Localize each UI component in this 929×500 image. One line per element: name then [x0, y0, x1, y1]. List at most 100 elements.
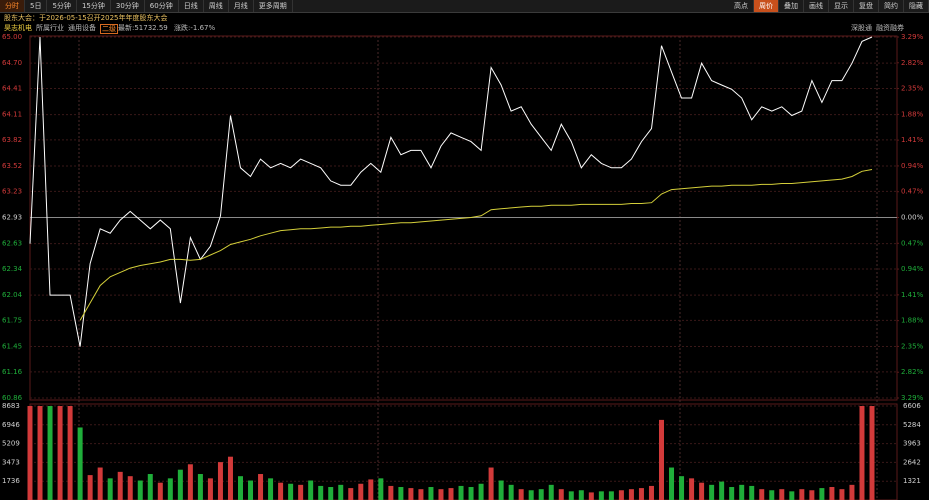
tab[interactable]: 5分钟 — [47, 0, 77, 12]
volume-bar — [27, 406, 33, 500]
industry: 通用设备 — [68, 24, 96, 32]
volume-bar — [147, 474, 153, 500]
volume-y2-tick-label: 3963 — [903, 440, 921, 448]
tab[interactable]: 画线 — [804, 0, 829, 12]
volume-bar — [839, 489, 845, 500]
volume-bar — [769, 490, 775, 500]
volume-bar — [358, 483, 364, 500]
latest: 最新:51732.59 — [118, 24, 168, 32]
volume-bar — [97, 467, 103, 500]
y2-tick-label: 3.29% — [901, 394, 924, 402]
volume-bar — [799, 489, 805, 500]
tab[interactable]: 日线 — [179, 0, 204, 12]
tab[interactable]: 显示 — [829, 0, 854, 12]
volume-bar — [869, 406, 875, 500]
volume-bar — [779, 489, 785, 500]
y-tick-label: 62.34 — [2, 265, 23, 273]
volume-bar — [528, 490, 534, 500]
volume-y2-tick-label: 5284 — [903, 421, 921, 429]
volume-bar — [578, 490, 584, 500]
volume-bar — [117, 471, 123, 500]
volume-bar — [729, 487, 735, 500]
volume-bar — [137, 480, 143, 500]
level-tag[interactable]: 二级 — [100, 24, 118, 34]
volume-bar — [638, 488, 644, 500]
volume-bar — [849, 484, 855, 500]
tab[interactable]: 周线 — [204, 0, 229, 12]
volume-bar — [177, 469, 183, 500]
tab[interactable]: 5日 — [25, 0, 48, 12]
volume-bar — [789, 491, 795, 500]
tab[interactable]: 叠加 — [779, 0, 804, 12]
industry-label: 所属行业 — [36, 24, 64, 32]
stock-name: 昊志机电 — [4, 24, 32, 32]
volume-bar — [659, 419, 664, 500]
volume-bar — [127, 476, 133, 500]
tab[interactable]: 高点 — [729, 0, 754, 12]
volume-bar — [458, 485, 464, 500]
y2-tick-label: 2.35% — [901, 85, 924, 93]
volume-tick-label: 5209 — [2, 440, 20, 448]
volume-bar — [157, 482, 163, 500]
volume-bar — [258, 474, 264, 500]
y-tick-label: 63.52 — [2, 162, 22, 170]
y2-tick-label: 1.41% — [901, 291, 924, 299]
volume-bar — [608, 491, 614, 500]
info-bar: 昊志机电 所属行业 通用设备 二级 最新:51732.59 涨跌:-1.67% … — [0, 23, 929, 34]
y2-tick-label: 0.47% — [901, 188, 924, 196]
volume-bar — [648, 485, 654, 500]
y-tick-label: 61.75 — [2, 316, 22, 324]
volume-tick-label: 8683 — [2, 402, 20, 410]
y-tick-label: 61.16 — [2, 368, 23, 376]
y2-tick-label: 3.29% — [901, 33, 924, 41]
volume-bar — [518, 489, 524, 500]
tab[interactable]: 更多周期 — [254, 0, 293, 12]
volume-bar — [77, 427, 83, 500]
volume-bar — [759, 489, 765, 500]
price-line — [29, 36, 873, 347]
volume-bar — [268, 478, 274, 500]
volume-bar — [37, 406, 43, 500]
tab[interactable]: 月线 — [229, 0, 254, 12]
volume-bar — [278, 482, 284, 500]
y-tick-label: 65.00 — [2, 33, 22, 41]
volume-bar — [709, 484, 715, 500]
y2-tick-label: 0.94% — [901, 162, 924, 170]
tab[interactable]: 30分钟 — [111, 0, 145, 12]
volume-bar — [448, 488, 454, 500]
y-tick-label: 63.23 — [2, 187, 22, 195]
y2-tick-label: 2.35% — [901, 342, 924, 350]
volume-bar — [227, 456, 233, 500]
volume-bar — [368, 479, 374, 500]
y-tick-label: 64.11 — [2, 111, 22, 119]
volume-y2-tick-label: 6606 — [903, 402, 921, 410]
y-tick-label: 64.70 — [2, 59, 22, 67]
volume-bar — [408, 488, 414, 500]
y-tick-label: 63.82 — [2, 136, 22, 144]
tab[interactable]: 60分钟 — [145, 0, 179, 12]
volume-bar — [689, 478, 695, 500]
volume-bar — [488, 467, 494, 500]
volume-bar — [57, 406, 63, 500]
y2-tick-label: 1.88% — [901, 110, 924, 118]
volume-bar — [829, 487, 835, 500]
volume-bar — [558, 489, 564, 500]
volume-bar — [618, 490, 624, 500]
volume-bar — [819, 488, 825, 500]
volume-bar — [378, 478, 384, 500]
tab[interactable]: 分时 — [0, 0, 25, 12]
volume-bar — [739, 484, 745, 500]
y2-tick-label: 0.47% — [901, 239, 924, 247]
volume-bar — [628, 489, 634, 500]
tab[interactable]: 周价 — [754, 0, 779, 12]
tag[interactable]: 融资融券 — [876, 24, 904, 32]
volume-y2-tick-label: 2642 — [903, 458, 921, 466]
tab[interactable]: 15分钟 — [77, 0, 111, 12]
volume-bar — [809, 490, 815, 500]
y-tick-label: 62.93 — [2, 214, 22, 222]
volume-bar — [298, 484, 304, 500]
tab[interactable]: 复盘 — [854, 0, 879, 12]
tag[interactable]: 深股通 — [851, 24, 872, 32]
tab[interactable]: 简约 — [879, 0, 904, 12]
